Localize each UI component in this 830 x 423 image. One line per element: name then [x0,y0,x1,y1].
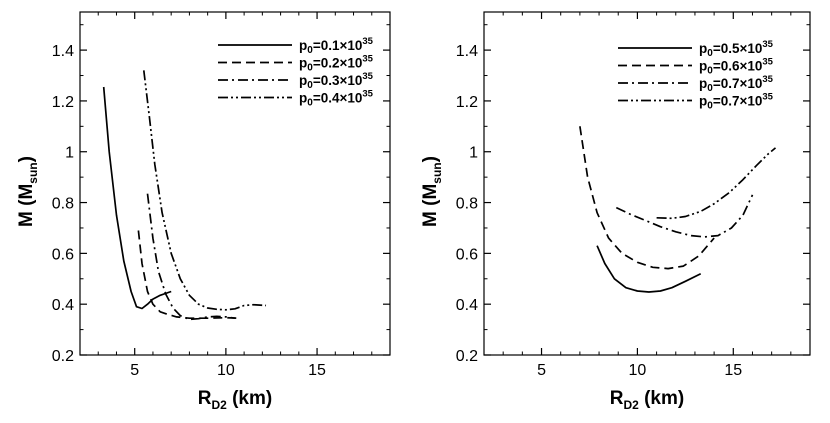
legend: p0=0.5×1035p0=0.6×1035p0=0.7×1035p0=0.7×… [618,39,774,112]
y-tick-label: 0.2 [456,348,478,365]
y-axis-label: M (Msun) [420,156,444,227]
y-tick-label: 1 [469,145,478,162]
y-tick-label: 1.2 [52,94,74,111]
series-line-1 [596,245,702,293]
y-tick-label: 0.8 [52,196,74,213]
x-tick-label: 5 [130,362,139,379]
legend-label: p0=0.1×1035 [299,36,374,56]
y-tick-label: 1.2 [456,94,478,111]
series-line-4 [142,70,267,311]
y-tick-label: 0.8 [456,196,478,213]
legend-label: p0=0.4×1035 [299,89,374,109]
y-tick-label: 0.6 [456,246,478,263]
y-tick-label: 1.4 [52,43,74,60]
y-tick-label: 1 [65,145,74,162]
x-tick-label: 10 [217,362,235,379]
series-line-1 [102,86,172,310]
legend-label: p0=0.7×1035 [699,74,774,94]
y-tick-label: 1.4 [456,43,478,60]
series-line-3 [146,193,236,321]
series-line-4 [656,147,777,220]
y-axis-label: M (Msun) [16,156,40,227]
x-tick-label: 15 [308,362,326,379]
x-tick-label: 10 [629,362,647,379]
plot-frame [483,11,811,356]
series-line-2 [579,126,715,270]
y-tick-label: 0.6 [52,246,74,263]
legend-label: p0=0.2×1035 [299,54,374,74]
series-line-2 [137,230,239,320]
legend-label: p0=0.6×1035 [699,57,774,77]
series-line-3 [615,194,754,238]
chart-panel-2: 5 10 15 0.2 0.4 0.6 0.8 1 1.2 1.4 RD2 (km) M (Msun)… [420,11,811,412]
y-tick-label: 0.4 [456,297,478,314]
x-axis-label: RD2 (km) [198,388,272,412]
legend-label: p0=0.7×1035 [699,92,774,112]
x-tick-label: 15 [724,362,742,379]
x-axis-label: RD2 (km) [610,388,684,412]
y-tick-label: 0.4 [52,297,74,314]
legend-label: p0=0.5×1035 [699,39,774,59]
y-tick-label: 0.2 [52,348,74,365]
x-tick-label: 5 [537,362,546,379]
plot-frame [79,11,391,356]
legend: p0=0.1×1035p0=0.2×1035p0=0.3×1035p0=0.4×… [218,36,374,109]
chart-panel-1: 5 10 15 0.2 0.4 0.6 0.8 1 1.2 1.4 RD2 (km) M (Msun)… [16,11,391,412]
legend-label: p0=0.3×1035 [299,71,374,91]
